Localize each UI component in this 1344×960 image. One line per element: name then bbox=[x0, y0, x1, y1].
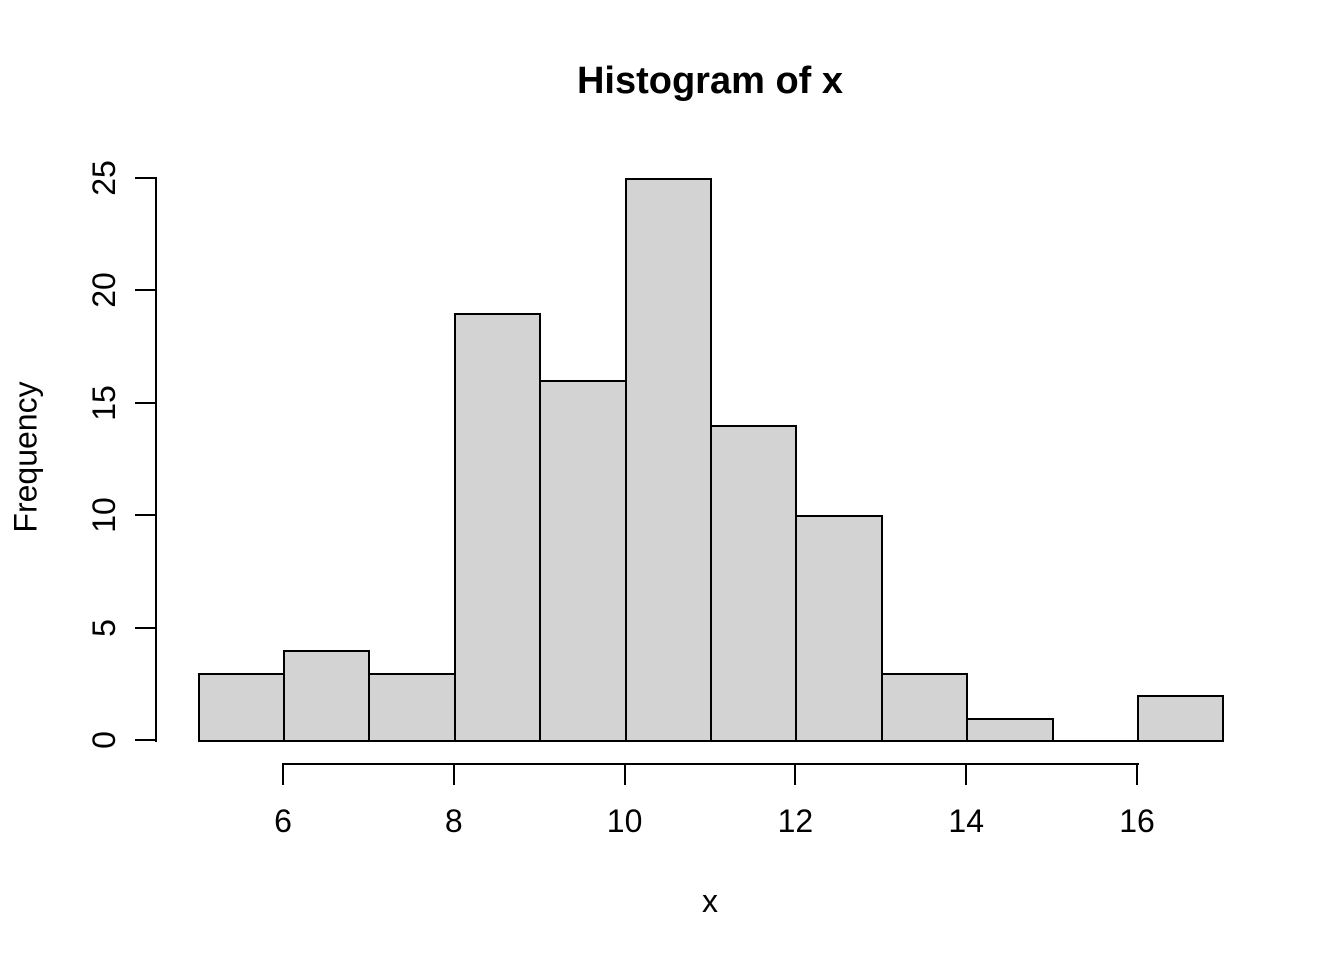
y-axis-tick bbox=[135, 401, 155, 404]
histogram-bar bbox=[368, 672, 456, 742]
y-axis-tick bbox=[135, 739, 155, 741]
x-axis-tick bbox=[452, 765, 455, 785]
y-tick-label: 25 bbox=[86, 160, 122, 196]
y-axis-tick bbox=[135, 289, 155, 292]
histogram-bar bbox=[453, 312, 542, 742]
x-axis-tick bbox=[623, 765, 626, 785]
y-tick-label: 20 bbox=[86, 272, 122, 309]
x-axis-line bbox=[282, 763, 1139, 765]
histogram-bar bbox=[966, 717, 1054, 742]
x-axis-tick bbox=[1136, 765, 1138, 785]
y-axis-label: Frequency bbox=[7, 381, 44, 533]
x-tick-label: 12 bbox=[777, 803, 814, 839]
histogram-bar bbox=[880, 672, 969, 742]
y-axis-tick bbox=[135, 514, 155, 517]
histogram-bar bbox=[624, 177, 712, 742]
histogram-bar bbox=[710, 425, 798, 742]
y-tick-label: 5 bbox=[86, 618, 122, 637]
histogram-bar bbox=[539, 380, 627, 742]
histogram-bar-zero bbox=[1051, 740, 1139, 742]
y-axis-tick bbox=[135, 626, 155, 629]
y-tick-label: 10 bbox=[86, 497, 122, 533]
y-tick-label: 15 bbox=[86, 384, 122, 421]
x-tick-label: 8 bbox=[444, 803, 463, 839]
x-tick-label: 16 bbox=[1119, 803, 1155, 839]
x-axis-tick bbox=[282, 765, 284, 785]
chart-title: Histogram of x bbox=[576, 60, 844, 102]
x-tick-label: 6 bbox=[274, 803, 292, 839]
x-axis-label: x bbox=[702, 883, 718, 919]
histogram-bar bbox=[197, 672, 285, 742]
x-tick-label: 14 bbox=[948, 803, 984, 839]
x-axis-tick bbox=[965, 765, 968, 785]
x-tick-label: 10 bbox=[606, 803, 643, 839]
y-axis-line bbox=[155, 177, 157, 742]
y-axis-tick bbox=[135, 176, 155, 179]
y-tick-label: 0 bbox=[86, 731, 122, 749]
histogram-bar bbox=[283, 650, 371, 742]
histogram-bar bbox=[1137, 695, 1225, 742]
histogram-bar bbox=[795, 515, 883, 742]
x-axis-tick bbox=[794, 765, 797, 785]
